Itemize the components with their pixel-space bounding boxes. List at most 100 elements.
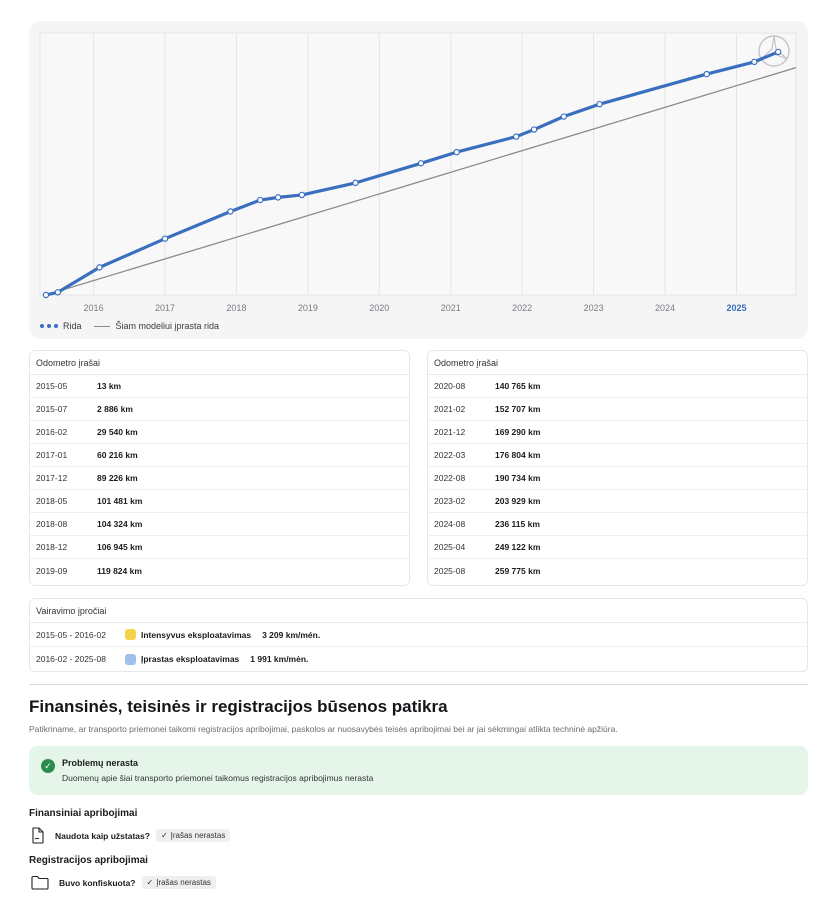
odometer-row: 2017-12 89 226 km [30, 467, 409, 490]
x-tick-label: 2020 [369, 303, 389, 313]
habit-color-dot [125, 653, 136, 665]
habit-row: 2016-02 - 2025-08 Įprastas eksploatavima… [30, 647, 807, 671]
section-title: Finansinės, teisinės ir registracijos bū… [29, 697, 448, 716]
legend-label-mileage: Rida [63, 321, 82, 331]
status-ok-box: ✓ Problemų nerasta Duomenų apie šiai tra… [29, 746, 808, 795]
financial-check-row: Naudota kaip užstatas? ✓ Įrašas nerastas [31, 827, 231, 844]
legend-line-swatch [93, 325, 110, 327]
x-tick-label: 2023 [584, 303, 604, 313]
odometer-km: 236 115 km [495, 519, 540, 529]
x-tick-label: 2017 [155, 303, 175, 313]
document-icon [31, 827, 45, 844]
odometer-date: 2024-08 [434, 519, 466, 529]
registration-restrictions-title: Registracijos apribojimai [29, 855, 148, 866]
section-description: Patikriname, ar transporto priemonei tai… [29, 724, 618, 734]
odometer-date: 2018-05 [36, 496, 68, 506]
legend-dots-swatch [40, 324, 58, 328]
odometer-date: 2025-08 [434, 565, 466, 576]
odometer-row: 2023-02 203 929 km [428, 490, 807, 513]
odometer-km: 13 km [97, 381, 122, 391]
mileage-point [227, 208, 234, 215]
legend-item-mileage[interactable]: Rida [40, 321, 82, 331]
odometer-km: 60 216 km [97, 450, 138, 460]
habit-row: 2015-05 - 2016-02 Intensyvus eksploatavi… [30, 623, 807, 647]
mileage-point [161, 235, 169, 242]
odometer-title: Odometro įrašai [30, 351, 409, 375]
odometer-km: 104 324 km [97, 519, 143, 529]
odometer-km: 29 540 km [97, 427, 138, 437]
odometer-km: 152 707 km [495, 404, 541, 414]
mileage-point [352, 179, 359, 187]
odometer-row: 2021-02 152 707 km [428, 398, 807, 421]
record-status-badge: ✓ Įrašas nerastas [141, 876, 216, 889]
folder-icon [31, 875, 49, 890]
x-tick-label: 2021 [441, 303, 461, 313]
financial-restrictions-title: Finansiniai apribojimai [29, 808, 138, 819]
odometer-km: 119 824 km [97, 565, 142, 576]
mileage-point [257, 196, 264, 204]
x-tick-label: 2019 [298, 303, 318, 313]
odometer-date: 2020-08 [434, 381, 466, 391]
odometer-km: 106 945 km [97, 542, 143, 552]
odometer-km: 203 929 km [495, 496, 541, 506]
odometer-date: 2015-05 [36, 381, 68, 391]
odometer-date: 2023-02 [434, 496, 466, 506]
habit-rate: 3 209 km/mén. [262, 629, 321, 640]
mileage-point [42, 291, 50, 299]
record-status-badge: ✓ Įrašas nerastas [155, 829, 231, 842]
odometer-records-left: Odometro įrašai 2015-05 13 km 2015-07 2 886… [29, 350, 410, 586]
odometer-date: 2017-01 [36, 450, 68, 460]
habit-range: 2015-05 - 2016-02 [36, 629, 106, 640]
odometer-row: 2015-07 2 886 km [30, 398, 409, 421]
mileage-point [751, 58, 758, 66]
driving-habits-title: Vairavimo įpročiai [30, 599, 807, 623]
habit-range: 2016-02 - 2025-08 [36, 654, 106, 664]
odometer-records-right: Odometro įrašai 2020-08 140 765 km 2021-02… [427, 350, 808, 586]
odometer-date: 2018-08 [36, 519, 68, 529]
legend-item-typical[interactable]: Šiam modeliui įprasta rida [93, 321, 220, 331]
mileage-point [96, 264, 103, 271]
odometer-date: 2025-04 [434, 542, 466, 552]
odometer-row: 2022-03 176 804 km [428, 444, 807, 467]
mileage-line [44, 50, 780, 297]
mileage-point [453, 148, 460, 156]
mileage-point [513, 133, 520, 140]
odometer-row: 2019-09 119 824 km [30, 559, 409, 582]
odometer-date: 2021-12 [434, 427, 466, 437]
odometer-km: 169 290 km [495, 427, 541, 437]
mileage-point [596, 100, 603, 108]
odometer-date: 2017-12 [36, 473, 68, 483]
registration-check-row: Buvo konfiskuota? ✓ Įrašas nerastas [31, 875, 216, 890]
mileage-point [54, 289, 62, 296]
legend-label-typical: Šiam modeliui įprasta rida [115, 321, 220, 331]
odometer-date: 2022-08 [434, 473, 466, 483]
odometer-km: 190 734 km [495, 473, 541, 483]
odometer-date: 2016-02 [36, 427, 68, 437]
odometer-date: 2021-02 [434, 404, 466, 414]
odometer-km: 259 775 km [495, 565, 541, 576]
mileage-chart-card: 2016 2017 2018 2019 2020 2021 2022 2023 2024 2025… [29, 21, 808, 339]
habit-rate: 1 991 km/mėn. [250, 654, 309, 664]
odometer-row: 2016-02 29 540 km [30, 421, 409, 444]
odometer-date: 2015-07 [36, 404, 68, 414]
odometer-km: 176 804 km [495, 450, 541, 460]
status-title: Problemų nerasta [62, 758, 139, 768]
habit-color-dot [125, 629, 136, 640]
check-circle-icon: ✓ [41, 759, 55, 773]
typical-mileage-line [45, 66, 797, 296]
mileage-chart: 2016 2017 2018 2019 2020 2021 2022 2023 2024 2025 [39, 32, 797, 313]
odometer-row: 2018-08 104 324 km [30, 513, 409, 536]
odometer-km: 101 481 km [97, 496, 143, 506]
section-divider [29, 684, 808, 685]
odometer-row: 2017-01 60 216 km [30, 444, 409, 467]
odometer-row: 2018-12 106 945 km [30, 536, 409, 559]
odometer-row: 2015-05 13 km [30, 375, 409, 398]
check-icon: ✓ [146, 878, 154, 887]
odometer-km: 89 226 km [97, 473, 138, 483]
x-tick-label: 2018 [226, 303, 246, 313]
mileage-point [530, 126, 538, 133]
habit-label: Intensyvus eksploatavimas [141, 629, 252, 640]
check-icon: ✓ [160, 831, 168, 840]
odometer-row: 2024-08 236 115 km [428, 513, 807, 536]
confiscation-question: Buvo konfiskuota? [59, 877, 136, 888]
